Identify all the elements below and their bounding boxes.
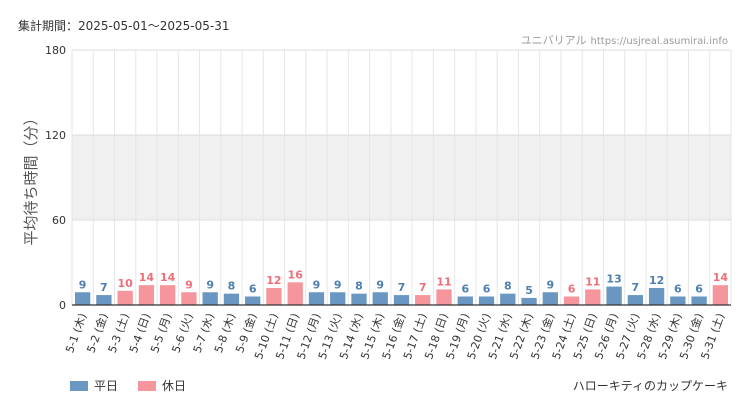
legend-weekday: 平日 — [70, 377, 118, 394]
y-axis-label: 平均待ち時間（分） — [22, 110, 40, 245]
bar-holiday — [712, 285, 729, 305]
bar-weekday — [202, 292, 218, 305]
bar-value-label: 7 — [632, 281, 640, 294]
bar-weekday — [606, 286, 622, 305]
bar-value-label: 11 — [436, 275, 451, 288]
y-tick-label: 0 — [59, 299, 66, 312]
bar-weekday — [500, 293, 516, 305]
bar-weekday — [223, 293, 240, 305]
bar-value-label: 11 — [585, 275, 600, 288]
legend-holiday: 休日 — [138, 377, 186, 394]
bar-value-label: 7 — [419, 281, 427, 294]
bar-value-label: 16 — [288, 268, 304, 281]
legend-weekday-label: 平日 — [94, 379, 119, 393]
bar-value-label: 12 — [266, 274, 281, 287]
bar-holiday — [138, 285, 155, 305]
bar-weekday — [245, 296, 261, 305]
bar-weekday — [351, 293, 367, 305]
bar-value-label: 7 — [398, 281, 406, 294]
bar-value-label: 9 — [546, 278, 554, 291]
bar-value-label: 14 — [713, 271, 729, 284]
bar-weekday — [372, 292, 388, 305]
bar-weekday — [627, 295, 643, 305]
bar-value-label: 7 — [100, 281, 108, 294]
bar-weekday — [457, 296, 473, 305]
bar-holiday — [287, 282, 303, 305]
bar-weekday — [648, 288, 665, 305]
bar-weekday — [521, 297, 537, 305]
bar-holiday — [585, 289, 601, 305]
bar-weekday — [330, 292, 346, 305]
legend-holiday-label: 休日 — [162, 379, 187, 393]
legend: 平日 休日 — [70, 377, 186, 394]
bar-holiday — [436, 289, 452, 305]
bar-weekday — [670, 296, 686, 305]
y-tick-label: 180 — [45, 44, 66, 57]
grid-band — [72, 135, 731, 220]
bar-value-label: 9 — [185, 278, 193, 291]
site-name: ユニバリアル — [520, 34, 587, 47]
bar-value-label: 6 — [483, 283, 491, 296]
bar-value-label: 9 — [334, 278, 342, 291]
legend-weekday-swatch — [70, 380, 88, 391]
bar-holiday — [563, 296, 580, 305]
bar-holiday — [266, 288, 282, 305]
y-tick-label: 60 — [52, 214, 66, 227]
bar-value-label: 8 — [504, 280, 512, 293]
site-url: https://usjreal.asumirai.info — [590, 36, 728, 47]
bar-value-label: 5 — [525, 284, 533, 297]
bar-value-label: 6 — [249, 283, 257, 296]
bar-value-label: 6 — [568, 283, 576, 296]
attraction-name: ハローキティのカップケーキ — [572, 379, 728, 393]
bar-value-label: 9 — [313, 278, 321, 291]
bar-value-label: 6 — [461, 283, 469, 296]
bar-weekday — [96, 295, 112, 305]
period-label: 集計期間：2025-05-01～2025-05-31 — [18, 19, 230, 33]
site-credit: ユニバリアル https://usjreal.asumirai.info — [521, 32, 728, 48]
bar-value-label: 14 — [139, 271, 155, 284]
bar-value-label: 13 — [606, 273, 621, 286]
bar-value-label: 10 — [117, 277, 133, 290]
bar-weekday — [393, 295, 410, 305]
y-tick-label: 120 — [45, 129, 66, 142]
bar-value-label: 14 — [160, 271, 176, 284]
bar-holiday — [117, 290, 133, 305]
bar-value-label: 9 — [79, 278, 87, 291]
bar-weekday — [308, 292, 325, 305]
bar-weekday — [74, 292, 91, 305]
bar-value-label: 8 — [228, 280, 236, 293]
bar-value-label: 6 — [674, 283, 682, 296]
bar-value-label: 9 — [206, 278, 214, 291]
bar-value-label: 6 — [695, 283, 703, 296]
bar-holiday — [415, 295, 431, 305]
bar-weekday — [691, 296, 707, 305]
bar-weekday — [478, 296, 495, 305]
bar-value-label: 9 — [376, 278, 384, 291]
bar-value-label: 12 — [649, 274, 664, 287]
bar-holiday — [160, 285, 176, 305]
bar-holiday — [181, 292, 197, 305]
bar-value-label: 8 — [355, 280, 363, 293]
legend-holiday-swatch — [138, 380, 157, 391]
bar-weekday — [542, 292, 558, 305]
